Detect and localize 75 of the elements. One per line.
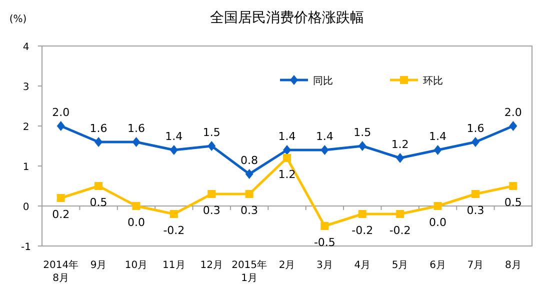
y-tick-label: 2 — [22, 122, 30, 133]
y-tick-label: 3 — [22, 82, 30, 93]
data-label: 2.0 — [52, 106, 70, 119]
data-label: -0.2 — [352, 224, 374, 237]
data-label: 1.4 — [165, 130, 183, 143]
point — [320, 222, 329, 230]
x-tick-label: 8月 — [504, 260, 522, 271]
point — [471, 190, 480, 198]
data-label: -0.5 — [314, 236, 336, 249]
point — [320, 145, 329, 155]
data-label: 0.2 — [52, 208, 70, 221]
point — [471, 137, 480, 147]
point — [396, 153, 404, 163]
point — [245, 169, 254, 179]
x-tick-label: 6月 — [430, 260, 446, 271]
data-label: 0.0 — [429, 216, 447, 229]
point — [358, 141, 366, 151]
point — [396, 210, 404, 218]
data-label: 1.5 — [202, 126, 220, 139]
point — [56, 194, 65, 202]
point — [509, 121, 518, 131]
data-label: 0.5 — [504, 196, 522, 209]
data-label: 1.4 — [429, 130, 447, 143]
x-tick-label: 12月 — [200, 260, 223, 271]
y-tick-label: 0 — [22, 202, 30, 213]
point — [94, 182, 103, 190]
data-label: 1.6 — [127, 122, 145, 135]
x-tick-label: 10月 — [124, 260, 148, 271]
data-label: 1.5 — [354, 126, 372, 139]
data-label: 2.0 — [504, 106, 522, 119]
data-label: 1.2 — [391, 138, 409, 151]
x-tick-label: 9月 — [90, 260, 107, 271]
data-label: 0.3 — [202, 204, 220, 217]
data-label: 1.6 — [466, 122, 484, 135]
y-tick-label: 4 — [22, 42, 30, 53]
point — [208, 141, 216, 151]
point — [170, 145, 178, 155]
x-tick-label: 2014年 8月 — [43, 259, 79, 284]
point — [283, 154, 291, 162]
point — [434, 145, 442, 155]
y-tick-label: -1 — [21, 242, 31, 253]
point — [170, 210, 178, 218]
point — [245, 190, 254, 198]
point — [56, 121, 65, 131]
x-tick-label: 11月 — [162, 260, 186, 271]
point — [283, 145, 291, 155]
point — [132, 202, 140, 210]
point — [94, 137, 103, 147]
data-label: 0.8 — [240, 154, 258, 167]
title: 全国居民消费价格涨跌幅 — [210, 10, 364, 26]
point — [509, 182, 518, 190]
data-label: 0.3 — [240, 204, 258, 217]
data-label: 0.5 — [90, 196, 108, 209]
point — [434, 202, 442, 210]
ylabel: (%) — [9, 14, 27, 25]
x-tick-label: 2月 — [278, 260, 296, 271]
point — [358, 210, 366, 218]
legend-label: 同比 — [313, 75, 333, 87]
point — [132, 137, 140, 147]
x-tick-label: 3月 — [316, 260, 333, 271]
data-label: 1.4 — [278, 130, 296, 143]
x-tick-label: 7月 — [467, 260, 484, 271]
data-label: 0.3 — [466, 204, 484, 217]
data-label: -0.2 — [163, 224, 185, 237]
data-label: 1.2 — [278, 168, 296, 181]
legend-label: 环比 — [423, 75, 443, 87]
data-label: -0.2 — [389, 224, 411, 237]
x-tick-label: 5月 — [392, 260, 408, 271]
data-label: 0.0 — [127, 216, 145, 229]
x-tick-label: 2015年 1月 — [232, 259, 268, 284]
data-label: 1.4 — [316, 130, 334, 143]
x-tick-label: 4月 — [354, 260, 371, 271]
point — [208, 190, 216, 198]
data-label: 1.6 — [90, 122, 108, 135]
y-tick-label: 1 — [22, 162, 30, 173]
